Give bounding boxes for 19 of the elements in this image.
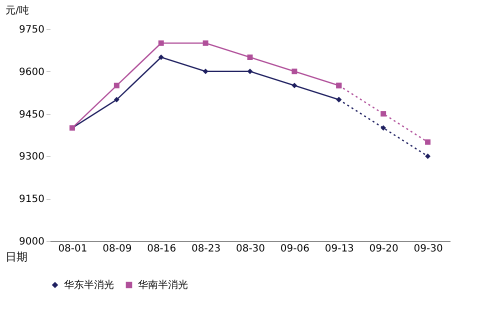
x-tick-label: 08-23 xyxy=(192,244,221,254)
x-tick-label: 08-30 xyxy=(236,244,266,254)
x-tick-label: 08-09 xyxy=(102,244,132,254)
x-tick-label: 09-13 xyxy=(324,244,354,254)
y-tick-label: 9000 xyxy=(19,236,44,248)
x-tick-label: 08-01 xyxy=(58,244,88,254)
y-tick-label: 9600 xyxy=(19,66,44,78)
y-tick-label: 9450 xyxy=(19,109,44,120)
x-tick-label: 09-30 xyxy=(414,244,443,254)
y-tick-label: 9300 xyxy=(19,152,44,163)
x-tick-label: 09-06 xyxy=(280,244,310,254)
x-axis-title: 日期 xyxy=(6,250,28,264)
x-tick-label: 08-16 xyxy=(147,244,176,254)
legend-label: 华东半消光 xyxy=(64,279,114,291)
y-tick-label: 9150 xyxy=(19,194,44,206)
y-axis-title: 元/吨 xyxy=(6,4,29,16)
legend-label: 华南半消光 xyxy=(138,279,188,291)
y-tick-label: 9750 xyxy=(19,24,44,36)
x-tick-label: 09-20 xyxy=(369,244,398,254)
